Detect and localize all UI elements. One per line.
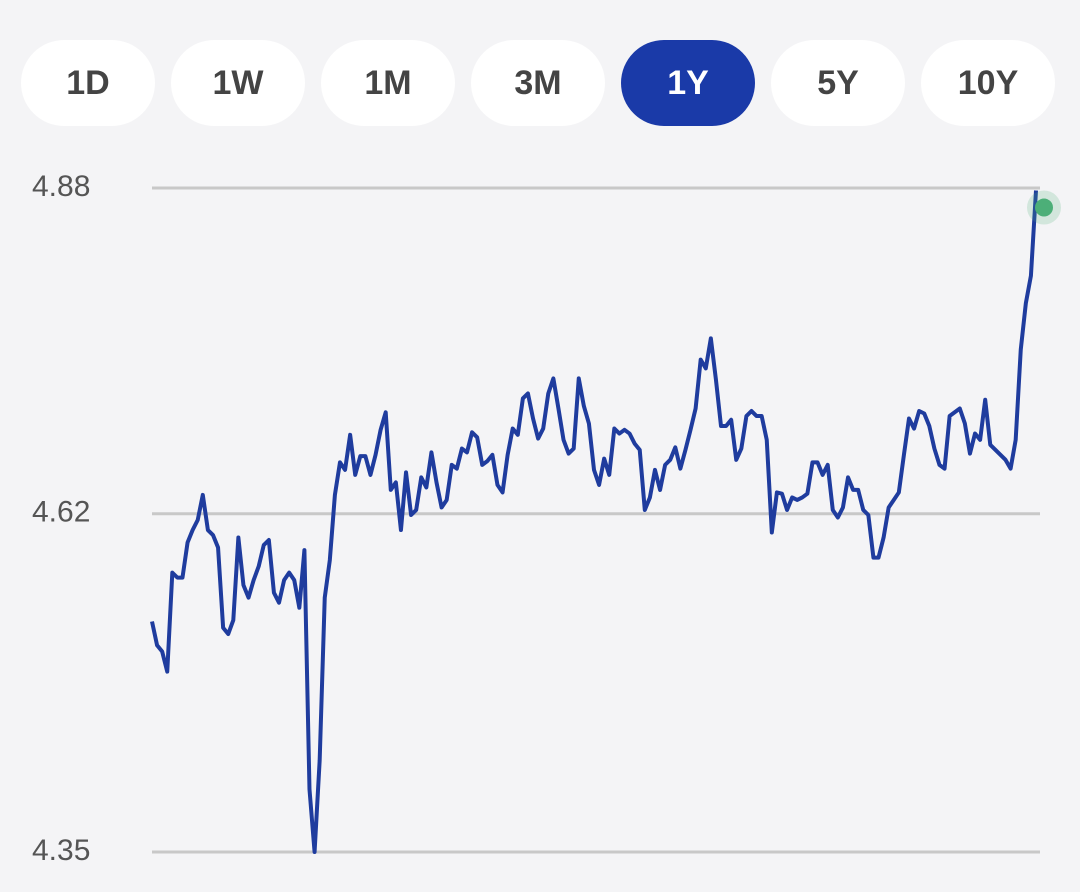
tab-label[interactable]: 1W: [213, 64, 265, 102]
y-tick-label: 4.88: [32, 170, 90, 203]
range-tab[interactable]: 1Y: [621, 40, 755, 126]
tab-pill[interactable]: [921, 40, 1055, 126]
tab-label[interactable]: 1Y: [667, 64, 709, 102]
tab-label[interactable]: 1D: [66, 64, 109, 102]
y-tick-label: 4.35: [32, 834, 90, 867]
tab-pill[interactable]: [21, 40, 155, 126]
tab-label[interactable]: 10Y: [958, 64, 1019, 102]
range-tab[interactable]: 5Y: [771, 40, 905, 126]
tab-label[interactable]: 5Y: [817, 64, 859, 102]
y-tick-label: 4.62: [32, 496, 90, 529]
last-point: [1035, 198, 1053, 217]
tab-pill[interactable]: [621, 40, 755, 126]
price-line: [150, 190, 1038, 854]
tab-pill[interactable]: [171, 40, 305, 126]
tab-label[interactable]: 3M: [514, 64, 561, 102]
range-tab[interactable]: 1D: [21, 40, 155, 126]
tab-pill[interactable]: [321, 40, 455, 126]
range-tab[interactable]: 1M: [321, 40, 455, 126]
tab-pill[interactable]: [471, 40, 605, 126]
tab-pill[interactable]: [771, 40, 905, 126]
tab-label[interactable]: 1M: [364, 64, 411, 102]
range-tab[interactable]: 1W: [171, 40, 305, 126]
range-tab[interactable]: 10Y: [921, 40, 1055, 126]
range-tab[interactable]: 3M: [471, 40, 605, 126]
